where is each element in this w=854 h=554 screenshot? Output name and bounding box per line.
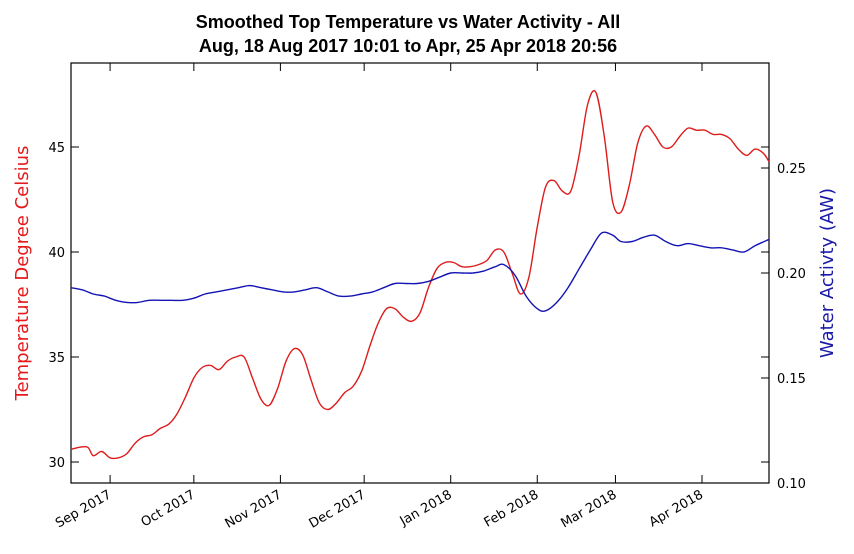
x-axis-tick-label: Mar 2018: [558, 487, 619, 531]
x-axis-tick-label: Jan 2018: [397, 487, 455, 529]
chart-title-line-2: Aug, 18 Aug 2017 10:01 to Apr, 25 Apr 20…: [199, 36, 617, 56]
water-activity-series-line: [70, 231, 770, 312]
x-axis-tick-label: Apr 2018: [647, 487, 706, 530]
x-axis-tick-label: Oct 2017: [139, 487, 198, 530]
left-axis-tick-label: 30: [48, 456, 65, 471]
left-axis-label: Temperature Degree Celsius: [12, 146, 33, 402]
left-axis-tick-label: 45: [48, 141, 65, 156]
right-axis-tick-label: 0.25: [777, 162, 806, 177]
right-axis-tick-label: 0.20: [777, 267, 806, 282]
x-axis-tick-label: Dec 2017: [307, 487, 369, 531]
x-axis-tick-label: Sep 2017: [53, 487, 114, 531]
chart-title-line-1: Smoothed Top Temperature vs Water Activi…: [196, 12, 620, 32]
left-axis-tick-label: 35: [48, 351, 65, 366]
plot-area: [70, 62, 770, 484]
temperature-series-line: [70, 89, 770, 460]
right-axis-label: Water Activty (AW): [817, 188, 838, 358]
x-axis-tick-label: Feb 2018: [482, 487, 542, 530]
series-layer: [70, 89, 770, 460]
plot-frame: [70, 62, 770, 484]
left-axis: 30 35 40 45: [48, 141, 769, 471]
right-axis-tick-label: 0.15: [777, 372, 806, 387]
left-axis-tick-label: 40: [48, 246, 65, 261]
right-axis: 0.10 0.15 0.20 0.25: [761, 162, 806, 492]
right-axis-tick-label: 0.10: [777, 477, 806, 492]
x-axis-tick-label: Nov 2017: [223, 487, 285, 531]
